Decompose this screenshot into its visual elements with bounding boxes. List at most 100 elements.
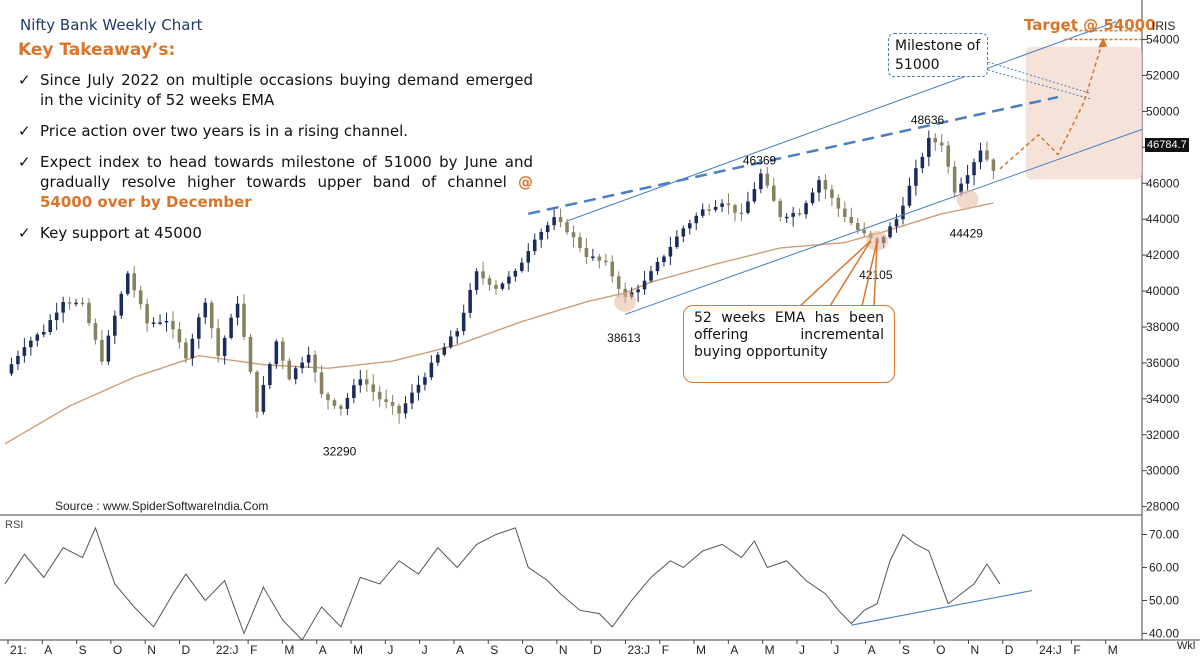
x-tick-label: F <box>250 643 257 657</box>
candle-body <box>694 215 699 224</box>
candle-body <box>397 405 401 414</box>
candle-body <box>507 276 511 284</box>
candle-body <box>855 222 860 230</box>
y-tick-label: 30000 <box>1146 464 1180 478</box>
ema-polyline <box>4 202 994 445</box>
candle-body <box>952 166 957 193</box>
candle-body <box>526 251 531 263</box>
candle-body <box>197 317 201 339</box>
candle-body <box>843 208 847 217</box>
candle-body <box>836 197 841 209</box>
takeaway-item: ✓ Price action over two years is in a ris… <box>18 122 409 140</box>
candle-body <box>54 312 59 321</box>
x-tick-label: S <box>490 643 498 657</box>
check-icon: ✓ <box>18 224 31 242</box>
candle-body <box>268 364 272 386</box>
candle-body <box>145 304 149 324</box>
candle-body <box>681 228 686 237</box>
x-tick-label: A <box>319 643 327 657</box>
channel-dashed <box>528 95 1059 216</box>
candle-body <box>520 262 524 271</box>
x-tick-label: S <box>902 643 910 657</box>
x-tick-label: J <box>799 643 805 657</box>
candle-body <box>914 168 918 186</box>
candle-body <box>513 270 518 277</box>
candle-body <box>184 342 188 359</box>
candle-body <box>985 150 989 160</box>
candle-body <box>48 320 52 332</box>
rsi-label: RSI <box>5 519 24 531</box>
check-icon: ✓ <box>18 153 31 171</box>
ema-pointer <box>799 240 872 307</box>
candle-body <box>106 335 111 362</box>
rsi-tick-label: 40.00 <box>1149 626 1179 640</box>
candle-body <box>571 232 576 238</box>
milestone-callout: Milestone of 51000 <box>888 33 988 77</box>
candle-body <box>306 354 311 363</box>
candle-body <box>293 368 298 380</box>
x-tick-label: N <box>559 643 568 657</box>
candle-body <box>907 185 912 206</box>
candle-body <box>416 384 421 393</box>
candle-body <box>849 216 854 223</box>
candle-body <box>119 293 124 316</box>
candle-body <box>765 173 770 186</box>
candle-body <box>888 226 892 238</box>
x-tick-label: M <box>696 643 706 657</box>
candle-body <box>132 273 136 291</box>
candle-body <box>965 175 970 184</box>
candle-body <box>707 209 711 211</box>
candle-body <box>558 217 563 223</box>
candle-body <box>390 402 395 406</box>
x-tick-label: A <box>456 643 464 657</box>
candle-body <box>771 185 776 201</box>
candle-body <box>591 256 595 259</box>
projection-arrow <box>999 29 1142 170</box>
candle-body <box>481 271 485 279</box>
candle-body <box>313 354 317 373</box>
y-tick-label: 32000 <box>1146 428 1180 442</box>
channel-lower <box>625 128 1143 315</box>
last-price-badge: 46784.7 <box>1145 138 1189 152</box>
candle-body <box>532 239 537 252</box>
y-axis: 28000 30000 32000 34000 36000 38000 40000 42000… <box>1142 33 1180 640</box>
candle-body <box>700 209 705 216</box>
ema-callout: 52 weeks EMA has been offering increment… <box>683 305 895 383</box>
candle-body <box>364 379 369 385</box>
source-note: Source : www.SpiderSoftwareIndia.Com <box>55 499 269 513</box>
candle-body <box>972 162 976 176</box>
candle-body <box>377 391 382 400</box>
candle-body <box>423 377 427 385</box>
candle-body <box>565 222 569 233</box>
y-tick-label: 42000 <box>1146 248 1180 262</box>
candle-body <box>326 394 330 401</box>
candle-body <box>655 262 660 272</box>
candle-body <box>474 271 479 291</box>
candle-body <box>41 331 46 335</box>
candle-body <box>901 205 905 220</box>
candle-body <box>235 303 240 318</box>
x-tick-label: 23:J <box>627 643 650 657</box>
chart-title: Nifty Bank Weekly Chart <box>20 16 203 34</box>
candle-body <box>604 260 608 263</box>
x-tick-label: S <box>79 643 87 657</box>
candle-body <box>933 137 938 143</box>
rsi-tick-label: 50.00 <box>1149 593 1179 607</box>
y-tick-label: 44000 <box>1146 212 1180 226</box>
candle-body <box>978 150 983 163</box>
y-tick-label: 28000 <box>1146 500 1180 514</box>
x-tick-label: 22:J <box>216 643 239 657</box>
x-tick-label: J <box>833 643 839 657</box>
x-tick-label: F <box>1073 643 1080 657</box>
candle-body <box>61 302 65 313</box>
takeaway-item: ✓ Expect index to head towards milestone … <box>18 153 533 211</box>
candle-body <box>29 340 33 348</box>
candle-body <box>345 397 350 409</box>
candle-body <box>733 205 737 213</box>
x-tick-label: M <box>1108 643 1118 657</box>
x-tick-label: A <box>44 643 52 657</box>
price-label: 38613 <box>607 331 641 345</box>
x-tick-label: J <box>387 643 393 657</box>
candle-body <box>713 206 718 210</box>
y-tick-label: 46000 <box>1146 176 1180 190</box>
